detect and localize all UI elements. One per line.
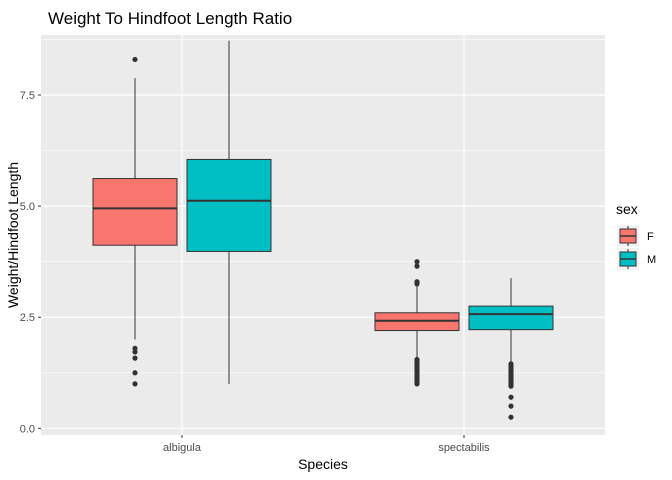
outlier-point [132, 355, 138, 361]
legend-title: sex [616, 201, 638, 217]
outlier-point [414, 281, 420, 287]
box-iqr [92, 178, 178, 246]
outlier-point [132, 345, 138, 351]
y-tick-label: 0.0 [20, 423, 35, 435]
legend-label-F: F [647, 231, 654, 243]
box-F-albigula [92, 56, 178, 387]
outlier-point [132, 56, 138, 63]
outlier-point [414, 263, 420, 269]
x-axis: albigula spectabilis [163, 435, 490, 454]
box-iqr [186, 158, 272, 252]
legend: sex FM [616, 201, 656, 270]
y-axis-title: Weight/Hindfoot Length [5, 162, 21, 308]
outlier-point [508, 403, 514, 409]
box-M-spectabilis [468, 278, 554, 420]
y-tick-label: 7.5 [20, 90, 35, 102]
outlier-point [132, 349, 138, 355]
chart-title: Weight To Hindfoot Length Ratio [48, 9, 292, 28]
legend-label-M: M [647, 254, 656, 266]
box-iqr [468, 305, 554, 331]
x-axis-title: Species [298, 456, 348, 472]
outlier-point [508, 414, 514, 420]
box-marks [92, 40, 554, 420]
outlier-point [508, 383, 514, 389]
y-axis: 0.0 2.5 5.0 7.5 [20, 90, 41, 435]
x-tick-label: spectabilis [438, 442, 490, 454]
y-tick-label: 2.5 [20, 312, 35, 324]
outlier-point [414, 381, 420, 387]
outlier-point [132, 370, 138, 376]
outlier-point [414, 259, 420, 265]
outlier-point [132, 381, 138, 387]
x-tick-label: albigula [163, 442, 202, 454]
box-M-albigula [186, 40, 272, 384]
box-F-spectabilis [374, 259, 460, 387]
outlier-point [508, 394, 514, 400]
y-tick-label: 5.0 [20, 201, 35, 213]
